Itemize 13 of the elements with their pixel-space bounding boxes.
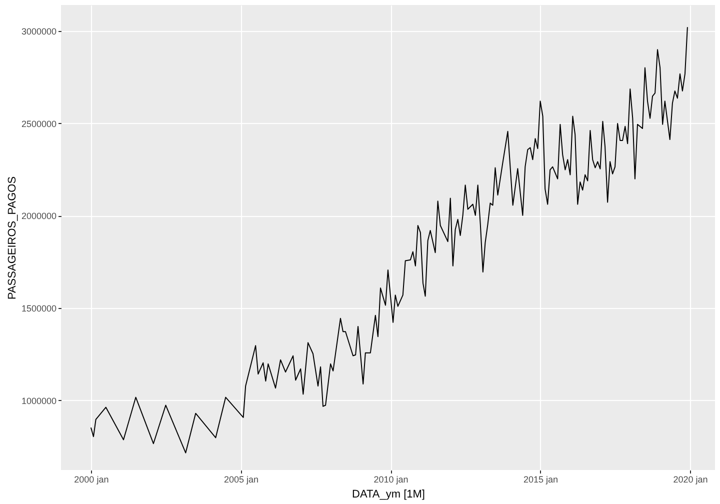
y-tick-label: 3000000 [21,26,56,37]
line-series [90,26,688,454]
y-tick-label: 1000000 [21,396,56,406]
x-tick-label: 2000 jan [74,474,109,484]
x-tick-label: 2015 jan [523,474,558,484]
x-axis-title: DATA_ym [1M] [352,488,425,500]
x-tick-label: 2005 jan [224,474,259,484]
y-tick-label: 2500000 [21,118,56,129]
y-axis-title: PASSAGEIROS_PAGOS [6,176,18,300]
x-tick-label: 2020 jan [673,474,708,484]
y-tick-label: 2000000 [21,211,56,222]
x-tick-label: 2010 jan [374,474,408,484]
y-tick-label: 1500000 [21,303,56,314]
